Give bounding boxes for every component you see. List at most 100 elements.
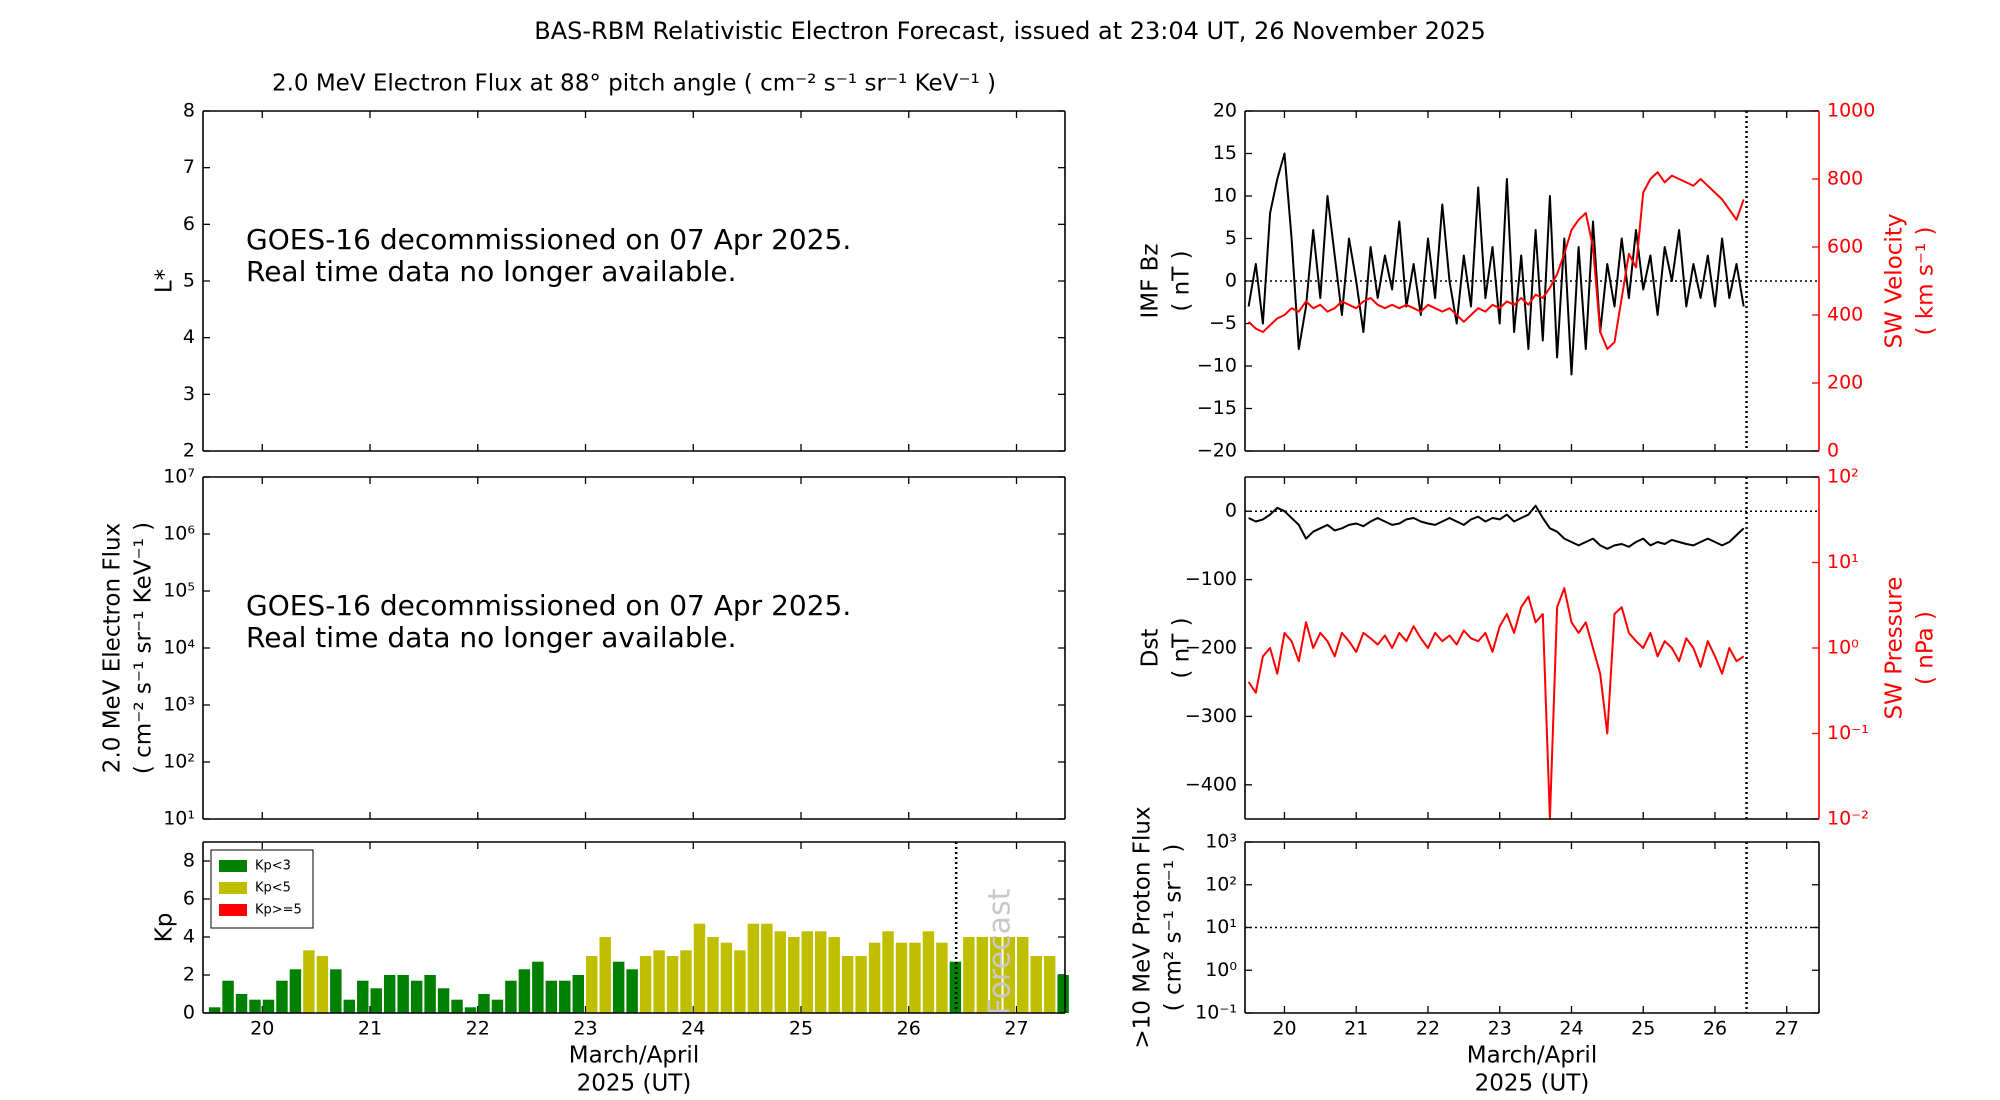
bar [828, 937, 840, 1013]
y-tick-label: 8 [183, 100, 195, 122]
bar [599, 937, 611, 1013]
y-tick-label: −100 [1185, 568, 1237, 590]
y-tick-label: 10 [1213, 185, 1237, 207]
x-tick-label: 20 [1272, 1018, 1296, 1040]
y2-axis-label: ( km s⁻¹ ) [1913, 227, 1939, 336]
bar [936, 942, 948, 1013]
x-tick-label: 23 [1488, 1018, 1512, 1040]
y2-axis-label: SW Velocity [1882, 214, 1908, 349]
legend-swatch [219, 904, 247, 916]
y-axis-label: ( nT ) [1169, 617, 1195, 678]
bar [761, 923, 773, 1013]
x-tick-label: 25 [1631, 1018, 1655, 1040]
y-tick-label: 2 [183, 964, 195, 986]
bar [383, 975, 396, 1013]
bar [855, 956, 867, 1013]
bar [680, 950, 692, 1013]
bar [586, 956, 598, 1013]
main-title: BAS-RBM Relativistic Electron Forecast, … [534, 17, 1486, 45]
y2-tick-label: 10⁻¹ [1827, 722, 1869, 744]
bar [814, 931, 827, 1013]
y2-axis-label: SW Pressure [1882, 577, 1908, 720]
data-line [1247, 587, 1745, 820]
y2-tick-label: 0 [1827, 440, 1839, 462]
data-line [1247, 152, 1745, 376]
y-tick-label: 6 [183, 213, 195, 235]
bar [1057, 975, 1069, 1013]
x-tick-label: 25 [789, 1018, 813, 1040]
bar [774, 931, 787, 1013]
y2-tick-label: 10⁰ [1827, 637, 1859, 659]
y-tick-label: −15 [1197, 397, 1237, 419]
y-tick-label: −300 [1185, 705, 1237, 727]
bar [478, 994, 490, 1013]
x-tick-label: 23 [573, 1018, 597, 1040]
y-tick-label: 0 [1225, 500, 1237, 522]
bar [505, 980, 517, 1013]
bar [303, 950, 315, 1013]
y-tick-label: 5 [183, 270, 195, 292]
y-tick-label: 5 [1225, 227, 1237, 249]
y-axis-label: 2.0 MeV Electron Flux [100, 523, 126, 773]
data-line [1248, 504, 1745, 550]
bar [532, 961, 544, 1013]
y-tick-label: 0 [1225, 270, 1237, 292]
bar [343, 999, 356, 1013]
x-axis-label: March/April [569, 1043, 699, 1069]
annotation: GOES-16 decommissioned on 07 Apr 2025. [246, 589, 851, 622]
x-axis-label: 2025 (UT) [577, 1071, 692, 1097]
y-tick-label: 10⁶ [163, 523, 195, 545]
legend-swatch [219, 882, 247, 894]
bar [545, 980, 558, 1013]
x-tick-label: 24 [681, 1018, 705, 1040]
y-tick-label: −20 [1197, 440, 1237, 462]
y-tick-label: 10² [1205, 873, 1237, 895]
annotation: Real time data no longer available. [246, 255, 737, 288]
y-axis-label: >10 MeV Proton Flux [1130, 806, 1156, 1048]
y-tick-label: 10² [163, 751, 195, 773]
x-tick-label: 27 [1004, 1018, 1028, 1040]
y2-axis-label: ( nPa ) [1913, 611, 1939, 685]
bar [464, 1007, 477, 1013]
y-tick-label: 6 [183, 888, 195, 910]
y-tick-label: −200 [1185, 637, 1237, 659]
y-tick-label: 10³ [1205, 831, 1237, 853]
y-axis-label: ( nT ) [1169, 250, 1195, 311]
bar [518, 969, 531, 1013]
y-tick-label: 10⁰ [1205, 959, 1237, 981]
annotation: GOES-16 decommissioned on 07 Apr 2025. [246, 223, 851, 256]
y-tick-label: 2 [183, 440, 195, 462]
y-tick-label: 10⁵ [163, 580, 195, 602]
y-tick-label: 4 [183, 326, 195, 348]
x-tick-label: 26 [1703, 1018, 1727, 1040]
y2-tick-label: 800 [1827, 168, 1863, 190]
bar [841, 956, 854, 1013]
y-tick-label: 10⁷ [163, 466, 195, 488]
bar [1003, 937, 1015, 1013]
y-axis-label: ( cm⁻² s⁻¹ sr⁻¹ KeV⁻¹ ) [131, 522, 157, 774]
bar [491, 999, 504, 1013]
bar [572, 975, 584, 1013]
y-tick-label: −5 [1209, 312, 1237, 334]
bar [1043, 956, 1056, 1013]
y2-tick-label: 200 [1827, 372, 1863, 394]
bar [895, 942, 908, 1013]
bar [868, 942, 881, 1013]
y-tick-label: 10⁻¹ [1195, 1002, 1237, 1024]
y-axis-label: IMF Bz [1138, 243, 1164, 318]
y-tick-label: 20 [1213, 100, 1237, 122]
y2-tick-label: 1000 [1827, 100, 1875, 122]
bar [882, 931, 894, 1013]
bar [720, 942, 733, 1013]
y2-tick-label: 600 [1827, 236, 1863, 258]
bar [249, 999, 261, 1013]
legend-swatch [219, 860, 247, 872]
y-tick-label: 4 [183, 926, 195, 948]
bar [1030, 956, 1042, 1013]
y-tick-label: 8 [183, 850, 195, 872]
y-axis-label: Dst [1138, 629, 1164, 668]
bar [262, 999, 275, 1013]
bar [747, 923, 760, 1013]
bar [666, 956, 679, 1013]
